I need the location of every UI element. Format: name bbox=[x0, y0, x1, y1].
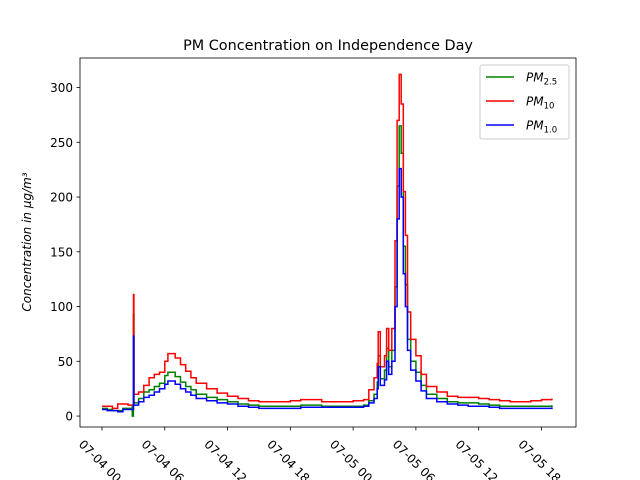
chart-title: PM Concentration on Independence Day bbox=[183, 38, 473, 54]
series-line-1 bbox=[102, 73, 553, 410]
y-axis-label: Concentration in μg/m³ bbox=[20, 172, 34, 311]
y-tick-label-1: 50 bbox=[58, 355, 73, 369]
legend-box bbox=[479, 64, 570, 140]
y-tick-label-4: 200 bbox=[50, 191, 73, 205]
y-tick-label-3: 150 bbox=[50, 245, 73, 259]
y-tick-label-0: 0 bbox=[65, 410, 73, 424]
plot-area bbox=[102, 73, 553, 417]
y-tick-label-2: 100 bbox=[50, 300, 73, 314]
axes-frame bbox=[79, 57, 577, 428]
series-line-2 bbox=[102, 167, 553, 413]
series-line-0 bbox=[102, 125, 553, 417]
y-tick-label-5: 250 bbox=[50, 136, 73, 150]
y-tick-label-6: 300 bbox=[50, 81, 73, 95]
